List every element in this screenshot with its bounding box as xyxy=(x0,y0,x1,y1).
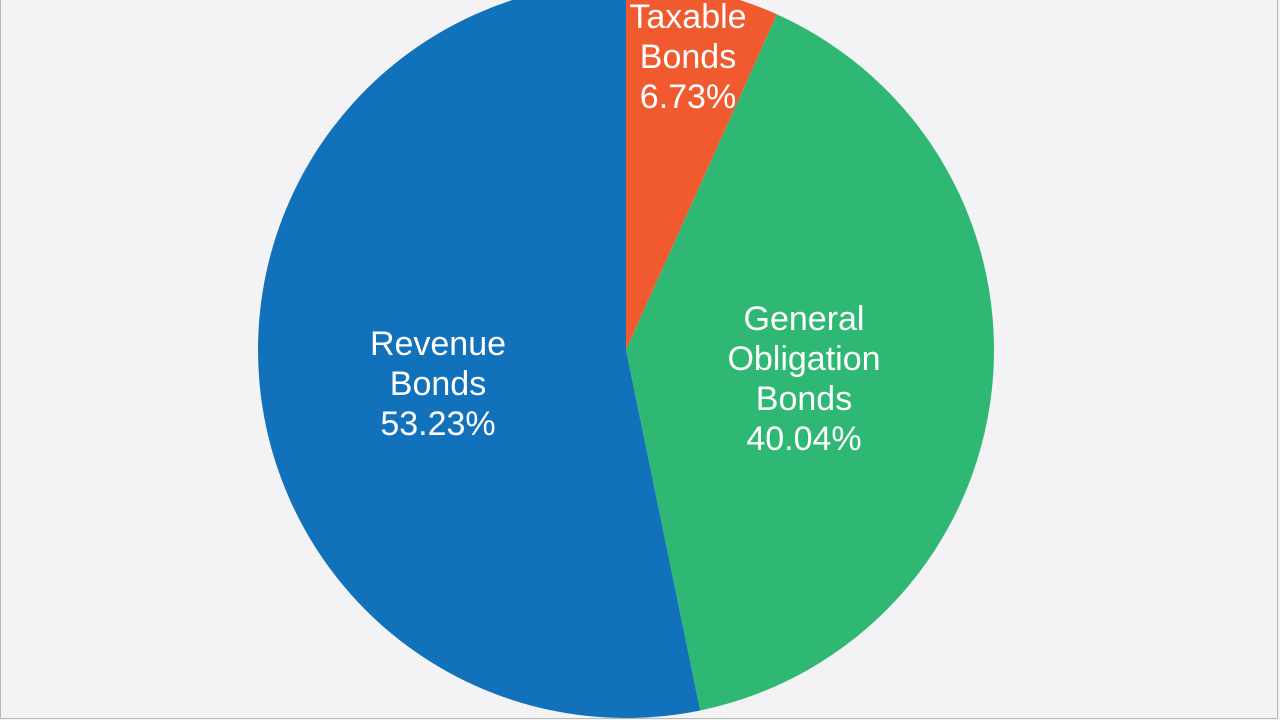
pie-slices xyxy=(258,0,995,718)
slice-name-label: Bonds xyxy=(756,380,852,418)
pie-slice-revenue-bonds xyxy=(258,0,701,718)
pie-slice-taxable-bonds xyxy=(626,0,778,350)
slice-name-label: Revenue xyxy=(370,325,506,363)
slice-name-label: Bonds xyxy=(390,365,486,403)
slice-value-label: 40.04% xyxy=(746,420,861,458)
pie-labels: TaxableBonds6.73%GeneralObligationBonds4… xyxy=(370,0,881,458)
slice-name-label: Taxable xyxy=(629,0,746,36)
slice-name-label: Bonds xyxy=(640,38,736,76)
slice-name-label: Obligation xyxy=(727,340,880,378)
slice-value-label: 6.73% xyxy=(640,78,736,116)
pie-slice-general-obligation-bonds xyxy=(626,14,995,711)
slice-value-label: 53.23% xyxy=(380,405,495,443)
slice-name-label: General xyxy=(744,300,865,338)
